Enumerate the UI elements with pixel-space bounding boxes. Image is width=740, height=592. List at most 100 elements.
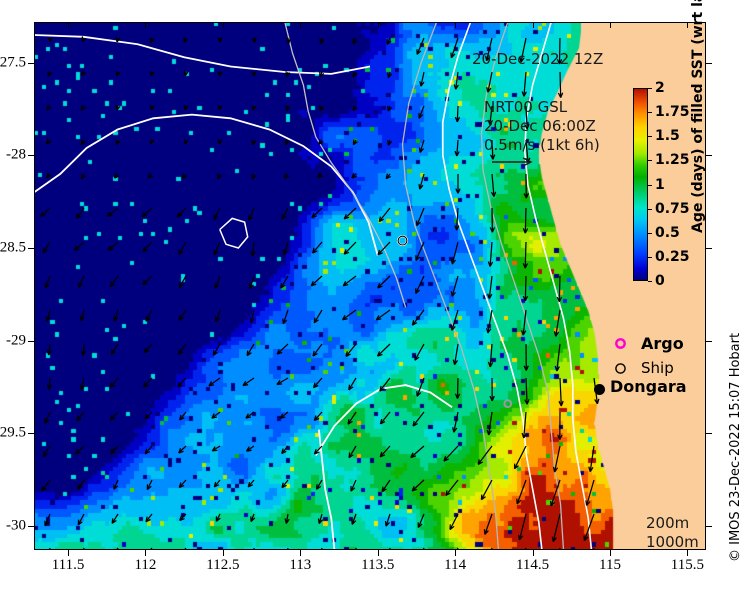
x-tick: [145, 550, 147, 556]
offshore-contour: [34, 113, 379, 256]
x-tick: [300, 550, 302, 556]
x-tick-top: [532, 22, 534, 28]
current-vector: [251, 173, 257, 180]
current-vector: [523, 173, 529, 199]
current-vector: [276, 343, 289, 355]
current-vector: [489, 207, 496, 233]
y-tick-right: [706, 62, 712, 64]
colorbar-tick: [648, 256, 652, 258]
current-vector: [522, 241, 529, 269]
x-tick-top: [455, 22, 457, 28]
current-vector: [416, 377, 425, 397]
legend-item-argo: Argo: [614, 334, 684, 353]
current-vector: [179, 411, 187, 421]
y-tick: [28, 62, 34, 64]
y-tick-right: [706, 155, 712, 157]
current-vector: [44, 513, 51, 527]
current-vector: [454, 207, 460, 231]
current-vector: [351, 173, 357, 179]
current-vector: [348, 445, 357, 459]
current-vector: [284, 513, 290, 524]
x-tick-label: 111.5: [51, 557, 85, 573]
y-tick-label: -28.5: [0, 239, 26, 256]
current-vector: [115, 105, 121, 111]
x-tick: [532, 550, 534, 556]
x-tick-top: [687, 22, 689, 28]
x-tick: [687, 550, 689, 556]
model-name-text: NRT00 GSL: [484, 98, 568, 116]
x-tick: [222, 550, 224, 556]
current-vector: [377, 241, 391, 256]
colorbar-tick-label: 0.25: [655, 248, 690, 265]
current-vector: [483, 513, 493, 535]
current-vector: [247, 479, 255, 488]
colorbar-tick-label: 1: [655, 176, 665, 193]
current-vector: [388, 547, 391, 550]
offshore-contour: [219, 217, 249, 249]
current-vector: [319, 105, 325, 112]
current-vector: [78, 275, 85, 288]
current-vector: [250, 241, 256, 257]
current-vector: [149, 37, 155, 44]
current-vector: [183, 138, 189, 145]
legend-label-argo: Argo: [641, 334, 684, 353]
current-vector: [412, 411, 425, 427]
current-vector: [281, 479, 289, 489]
legend-label-ship: Ship: [641, 359, 674, 377]
current-vector: [487, 275, 493, 300]
open-circle-icon: [615, 338, 626, 349]
vector-scale-text: 0.5m/s (1kt 6h): [484, 136, 600, 154]
current-vector: [42, 241, 51, 254]
current-vector: [149, 138, 155, 145]
current-vector: [45, 104, 52, 111]
legend-item-ship: Ship: [614, 359, 674, 377]
current-vector: [110, 343, 119, 355]
current-vector: [312, 343, 323, 357]
x-tick-top: [377, 22, 379, 28]
current-vector: [556, 275, 563, 303]
current-vector: [489, 139, 496, 160]
current-vector: [80, 139, 86, 146]
current-vector: [422, 547, 425, 550]
current-vector: [556, 37, 563, 65]
current-vector: [178, 275, 187, 289]
current-vectors-and-contours: [34, 22, 600, 550]
current-vector: [109, 411, 119, 421]
current-vector: [47, 71, 53, 77]
current-vector: [490, 547, 493, 550]
current-vector: [522, 275, 529, 302]
current-vector: [523, 343, 529, 371]
current-vector: [149, 70, 155, 77]
current-vector: [454, 377, 461, 399]
current-vector: [249, 309, 255, 324]
y-tick-label: -28: [6, 146, 26, 163]
current-vector: [452, 343, 459, 366]
current-vector: [146, 479, 153, 491]
current-vector: [450, 275, 459, 297]
current-vector: [487, 343, 494, 368]
current-vector: [350, 479, 357, 492]
y-tick-right: [706, 248, 712, 250]
current-vector: [81, 36, 87, 43]
current-vector: [384, 513, 391, 527]
depth-contour-200m: [524, 22, 593, 550]
current-vector: [45, 172, 52, 179]
current-vector: [379, 445, 391, 458]
colorbar-title: Age (days) of filled SST (wrt latest): [690, 0, 706, 233]
current-vector: [115, 70, 121, 77]
map-plot-area[interactable]: 20-Dec-2022 12Z NRT00 GSL 20-Dec 06:00Z …: [34, 22, 706, 550]
current-vector: [411, 309, 425, 326]
current-vector: [145, 309, 153, 322]
argo-marker: [503, 399, 513, 409]
current-vector: [311, 207, 323, 219]
current-vector: [450, 241, 459, 265]
y-tick: [28, 155, 34, 157]
current-vector: [178, 479, 187, 489]
current-vector: [176, 207, 187, 218]
current-vector: [554, 343, 561, 372]
current-vector: [46, 343, 52, 356]
current-vector: [418, 173, 425, 190]
current-vector: [208, 377, 221, 387]
current-vector: [477, 445, 493, 465]
current-vector: [318, 139, 324, 145]
